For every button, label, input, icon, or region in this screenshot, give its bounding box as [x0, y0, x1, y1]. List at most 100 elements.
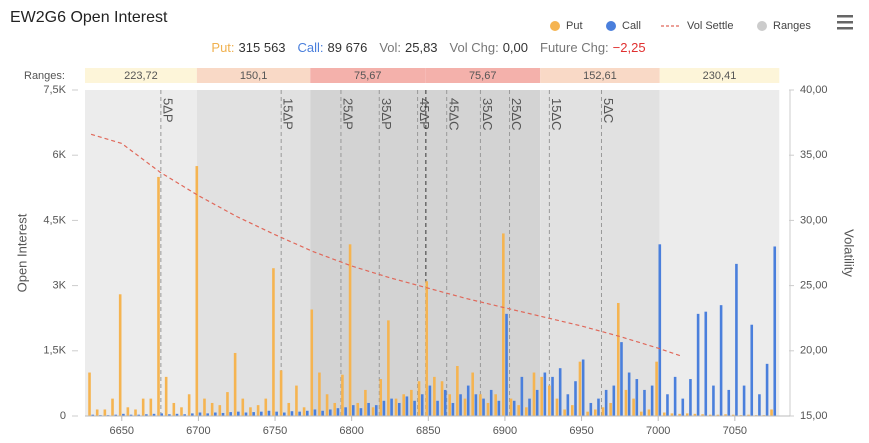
bar [111, 398, 114, 416]
menu-icon[interactable] [837, 15, 853, 30]
stats-line: Put: 315 563 Call: 89 676 Vol: 25,83 Vol Chg: 0… [0, 40, 869, 55]
range-value: 152,61 [583, 70, 617, 82]
legend-item[interactable]: Vol Settle [661, 20, 733, 32]
legend-item[interactable]: Put [550, 20, 583, 32]
bar [328, 409, 332, 416]
bar [443, 389, 447, 416]
bar [505, 313, 508, 416]
bar [551, 376, 554, 416]
bar [210, 402, 214, 416]
bar [164, 376, 168, 416]
bar [742, 385, 746, 416]
bar [482, 398, 485, 416]
x-tick-label: 6650 [110, 425, 134, 437]
stat-value: −2,25 [612, 40, 646, 55]
stat: Vol Chg: 0,00 [450, 40, 536, 55]
bar [604, 389, 608, 416]
bar [673, 376, 677, 416]
bar [497, 400, 501, 416]
bar [325, 394, 329, 416]
bar [712, 385, 715, 416]
range-value: 75,67 [354, 70, 382, 82]
bar [655, 361, 658, 416]
bar [114, 414, 118, 416]
bar [279, 370, 283, 416]
bar [456, 366, 459, 416]
bar [643, 389, 646, 416]
bar [639, 411, 643, 416]
bar [578, 361, 582, 416]
bar [359, 408, 363, 416]
bar [134, 409, 137, 416]
legend-dot [550, 21, 560, 31]
y2-tick-label: 20,00 [800, 345, 828, 357]
bar [548, 385, 551, 416]
bar [696, 313, 700, 416]
x-tick-label: 6850 [416, 425, 440, 437]
delta-label: 45ΔP [417, 98, 432, 130]
bar [428, 385, 432, 416]
bar [701, 414, 704, 416]
bar [436, 400, 439, 416]
range-cell [85, 68, 197, 83]
bar [387, 320, 390, 416]
bar [91, 414, 95, 416]
bar [103, 409, 107, 416]
bar [647, 409, 651, 416]
x-tick-label: 6950 [569, 425, 593, 437]
range-cell [540, 68, 660, 83]
delta-label: 45ΔC [446, 98, 461, 131]
bar [336, 408, 340, 416]
y-tick-label: 1,5K [43, 345, 66, 357]
bar [249, 407, 252, 416]
bar [716, 414, 720, 416]
bar [685, 413, 689, 416]
bar [264, 398, 268, 416]
delta-label: 15ΔC [549, 98, 564, 131]
bar [704, 311, 708, 416]
bar [451, 402, 455, 416]
bar [678, 413, 681, 416]
bar [520, 376, 524, 416]
bar [555, 398, 559, 416]
range-value: 230,41 [703, 70, 737, 82]
bar [420, 394, 424, 416]
delta-label: 5ΔC [601, 98, 616, 123]
bar [203, 398, 206, 416]
bar [310, 309, 314, 416]
bar [229, 412, 232, 416]
bar [221, 412, 225, 416]
bar [586, 411, 589, 416]
legend-item[interactable]: Ranges [757, 20, 811, 32]
range-value: 75,67 [469, 70, 497, 82]
range-shade [196, 90, 311, 416]
bar [379, 379, 383, 416]
stat-label: Call: [297, 40, 324, 55]
stat-label: Vol: [379, 40, 401, 55]
bar [351, 405, 355, 416]
bar [364, 389, 367, 416]
legend-item[interactable]: Call [606, 20, 641, 32]
bar [479, 394, 482, 416]
bar [708, 414, 712, 416]
legend-label: Call [622, 20, 641, 32]
bar [241, 398, 245, 416]
bar [486, 402, 490, 416]
bar [180, 407, 183, 416]
bar [195, 166, 199, 416]
bar [750, 324, 754, 416]
chart-title: EW2G6 Open Interest [10, 9, 168, 26]
bar [272, 268, 275, 416]
bar [543, 372, 547, 416]
delta-label: 25ΔC [509, 98, 524, 131]
bar [214, 412, 217, 416]
bar [283, 412, 286, 416]
bar [321, 410, 324, 416]
range-shade [425, 90, 541, 416]
bar [298, 411, 301, 416]
delta-label: 15ΔP [281, 98, 296, 130]
bar [597, 398, 600, 416]
bar [566, 394, 570, 416]
bar [563, 409, 566, 416]
bar [244, 412, 248, 416]
